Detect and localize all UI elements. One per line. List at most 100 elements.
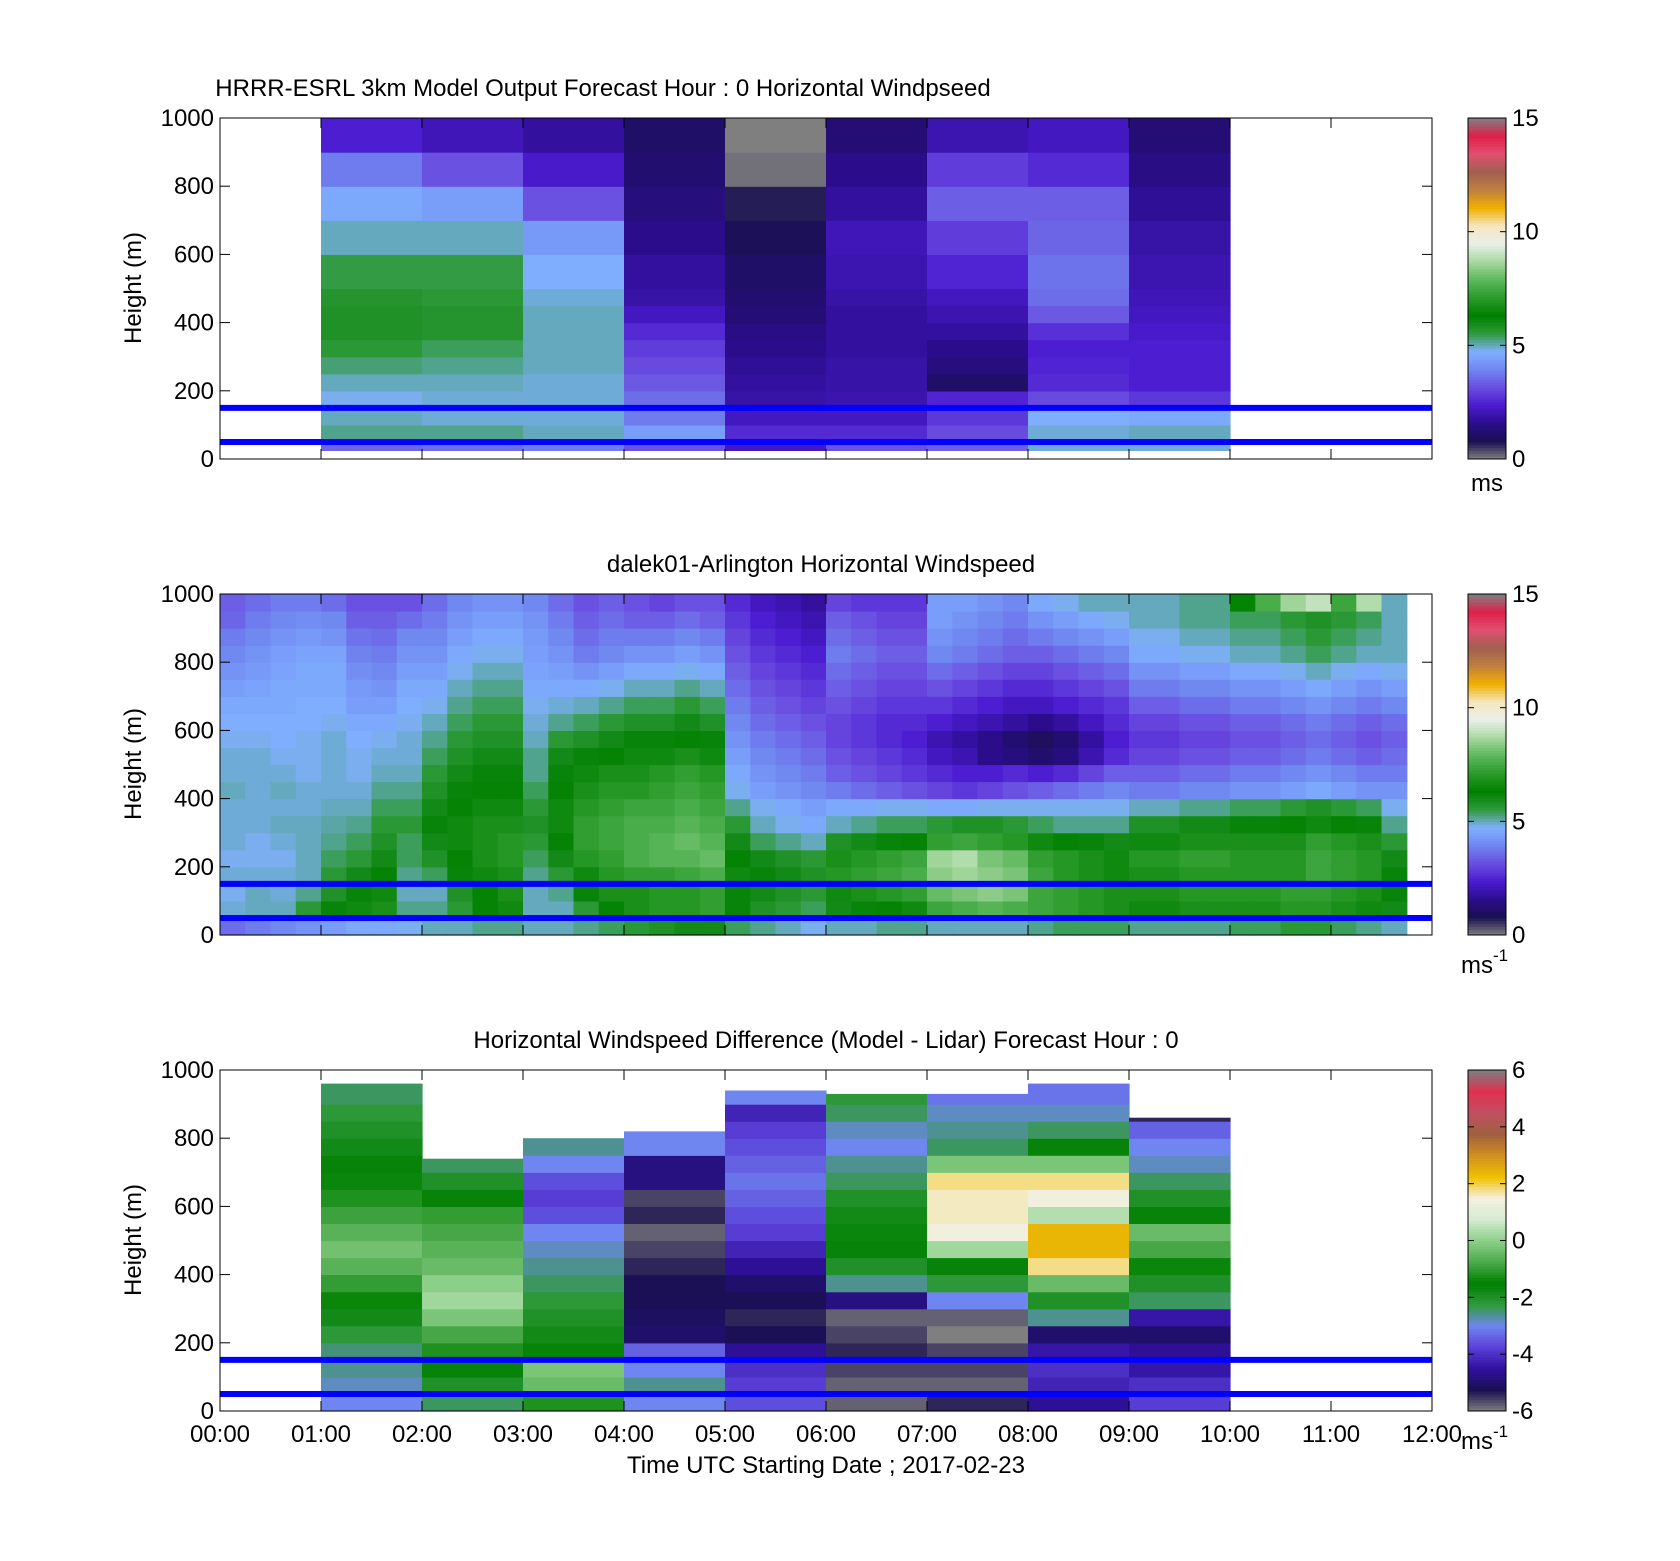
heatmap-cell xyxy=(220,594,246,612)
heatmap-cell xyxy=(220,815,246,834)
heatmap-cell xyxy=(523,441,625,451)
heatmap-cell xyxy=(800,849,827,868)
heatmap-cell xyxy=(573,679,600,697)
heatmap-cell xyxy=(523,900,549,919)
colorbar-segment xyxy=(1468,883,1506,888)
heatmap-cell xyxy=(245,900,272,919)
heatmap-cell xyxy=(624,1308,726,1327)
heatmap-cell xyxy=(1028,356,1130,375)
heatmap-cell xyxy=(699,883,726,902)
heatmap-cell xyxy=(826,1342,928,1361)
colorbar-segment xyxy=(1468,915,1506,919)
colorbar-segment xyxy=(1468,670,1506,675)
heatmap-cell xyxy=(422,152,524,187)
heatmap-cell xyxy=(1028,186,1130,221)
heatmap-cell xyxy=(1002,679,1029,697)
heatmap-cell xyxy=(977,918,1004,936)
colorbar-tick-label: 15 xyxy=(1512,105,1539,132)
colorbar-segment xyxy=(1468,1249,1506,1253)
heatmap-cell xyxy=(1028,747,1054,766)
heatmap-cell xyxy=(1356,781,1383,800)
colorbar-segment xyxy=(1468,684,1506,689)
heatmap-cell xyxy=(598,781,625,800)
heatmap-cell xyxy=(548,696,575,714)
heatmap-cell xyxy=(548,815,575,834)
colorbar-segment xyxy=(1468,243,1506,247)
heatmap-cell xyxy=(977,900,1004,919)
heatmap-cell xyxy=(422,1394,524,1412)
heatmap-cell xyxy=(1078,764,1105,783)
heatmap-cell xyxy=(598,645,625,663)
colorbar-segment xyxy=(1468,390,1506,395)
y-tick-label: 600 xyxy=(174,241,214,268)
colorbar-segment xyxy=(1468,923,1506,927)
heatmap-cell xyxy=(1230,594,1256,612)
heatmap-cell xyxy=(472,679,499,697)
heatmap-cell xyxy=(624,1325,726,1344)
heatmap-cell xyxy=(1331,679,1357,697)
heatmap-cell xyxy=(1154,645,1181,663)
heatmap-cell xyxy=(826,220,928,255)
colorbar-segment xyxy=(1468,152,1506,156)
heatmap-cell xyxy=(1331,798,1357,817)
heatmap-cell xyxy=(548,798,575,817)
y-tick-label: 200 xyxy=(174,378,214,405)
colorbar-segment xyxy=(1468,1365,1506,1369)
heatmap-cell xyxy=(1103,713,1130,731)
colorbar-segment xyxy=(1468,863,1506,868)
heatmap-cell xyxy=(321,407,423,426)
heatmap-cell xyxy=(725,220,827,255)
heatmap-cell xyxy=(1381,747,1408,766)
colorbar-segment xyxy=(1468,126,1506,130)
colorbar-segment xyxy=(1468,166,1506,170)
colorbar-tick-label: 6 xyxy=(1512,1057,1525,1084)
heatmap-cell xyxy=(321,747,347,766)
colorbar-segment xyxy=(1468,419,1506,423)
heatmap-cell xyxy=(901,815,928,834)
heatmap-cell xyxy=(1129,1121,1231,1139)
colorbar-segment xyxy=(1468,1149,1506,1153)
heatmap-cell xyxy=(800,662,827,680)
heatmap-cell xyxy=(1305,628,1332,646)
heatmap-cell xyxy=(523,373,625,392)
colorbar-segment xyxy=(1468,605,1506,609)
heatmap-cell xyxy=(598,730,625,749)
heatmap-cell xyxy=(725,1189,827,1207)
heatmap-cell xyxy=(927,356,1029,375)
heatmap-cell xyxy=(699,611,726,629)
heatmap-cell xyxy=(1028,662,1054,680)
heatmap-cell xyxy=(1204,645,1231,663)
colorbar-segment xyxy=(1468,710,1506,714)
heatmap-cell xyxy=(270,662,297,680)
heatmap-cell xyxy=(927,152,1029,187)
heatmap-cell xyxy=(927,1325,1029,1344)
heatmap-cell xyxy=(952,832,979,851)
colorbar-segment xyxy=(1468,225,1506,230)
heatmap-cell xyxy=(220,679,246,697)
heatmap-cell xyxy=(826,1291,928,1310)
heatmap-cell xyxy=(624,254,726,290)
heatmap-cell xyxy=(371,696,398,714)
heatmap-cell xyxy=(1002,849,1029,868)
heatmap-cell xyxy=(1204,594,1231,612)
heatmap-cell xyxy=(1028,1223,1130,1242)
heatmap-cell xyxy=(1356,713,1383,731)
heatmap-cell xyxy=(396,815,423,834)
heatmap-cell xyxy=(927,339,1029,358)
heatmap-cell xyxy=(295,628,322,646)
colorbar-segment xyxy=(1468,1382,1506,1386)
heatmap-cell xyxy=(1381,679,1408,697)
heatmap-cell xyxy=(447,713,474,731)
heatmap-cell xyxy=(1103,611,1130,629)
heatmap-cell xyxy=(447,696,474,714)
heatmap-cell xyxy=(977,611,1004,629)
heatmap-cell xyxy=(775,883,802,902)
colorbar-segment xyxy=(1468,881,1506,885)
heatmap-cell xyxy=(220,696,246,714)
heatmap-cell xyxy=(952,747,979,766)
heatmap-cell xyxy=(1028,679,1054,697)
colorbar-segment xyxy=(1468,356,1506,361)
heatmap-cell xyxy=(624,1342,726,1361)
colorbar-segment xyxy=(1468,1368,1506,1372)
